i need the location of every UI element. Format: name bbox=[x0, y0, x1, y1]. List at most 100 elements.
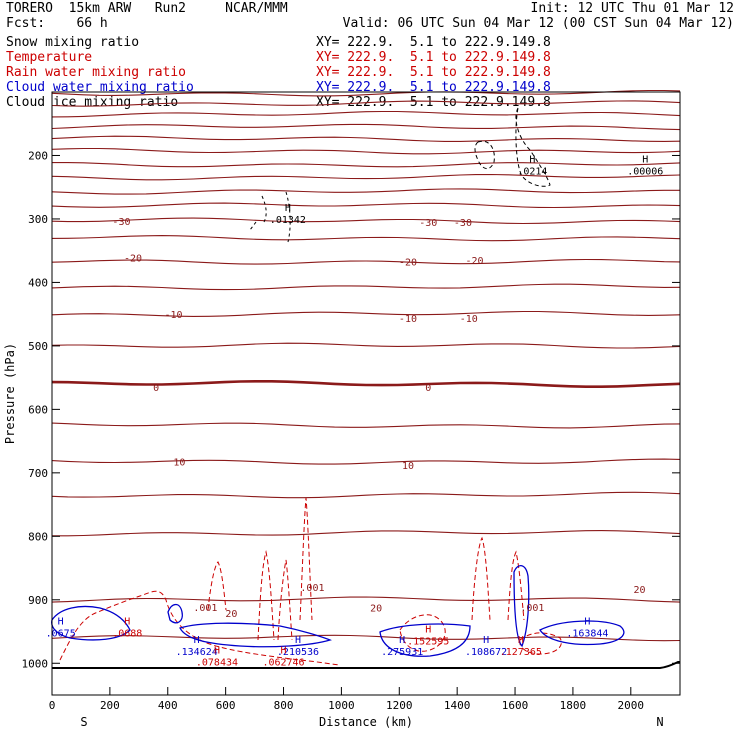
maximum-marker: H bbox=[281, 645, 287, 656]
maximum-marker: H bbox=[194, 635, 200, 646]
y-tick-label: 200 bbox=[28, 149, 48, 162]
init-time: Init: 12 UTC Thu 01 Mar 12 bbox=[530, 1, 735, 16]
isotherm-line bbox=[51, 217, 681, 225]
isotherm-line bbox=[51, 310, 681, 317]
isotherm-line bbox=[51, 135, 681, 142]
maximum-value-label: .127365 bbox=[500, 647, 542, 658]
maximum-value-label: .0688 bbox=[112, 629, 142, 640]
x-axis-label: Distance (km) bbox=[319, 715, 413, 729]
isotherm-label: -10 bbox=[399, 314, 417, 325]
isotherm-label: 10 bbox=[173, 457, 185, 468]
forecast-hour: Fcst: 66 h bbox=[6, 16, 108, 31]
isotherm-label: -10 bbox=[165, 310, 183, 321]
isotherm-line bbox=[51, 110, 681, 118]
cloud-water-e bbox=[513, 565, 530, 648]
model-title: TORERO 15km ARW Run2 NCAR/MMM bbox=[6, 1, 288, 16]
maximum-value-label: .078434 bbox=[196, 657, 238, 668]
maximum-marker: H bbox=[399, 635, 405, 646]
isotherm-line bbox=[51, 100, 681, 107]
x-tick-label: 400 bbox=[158, 699, 178, 712]
isotherm-label: -20 bbox=[399, 257, 417, 268]
isotherm-label: 20 bbox=[633, 585, 645, 596]
x-tick-label: 1200 bbox=[386, 699, 413, 712]
cloud-water-d bbox=[379, 623, 471, 657]
rain-contour-h bbox=[399, 614, 446, 652]
isotherm-label: -20 bbox=[124, 254, 142, 265]
maximum-value-label: .0675 bbox=[46, 629, 76, 640]
isotherm-line bbox=[51, 422, 681, 429]
terrain-surface bbox=[52, 661, 680, 669]
isotherm-line bbox=[51, 235, 681, 242]
plot-frame bbox=[51, 91, 681, 696]
isotherm-label: -30 bbox=[419, 218, 437, 229]
maximum-value-label: .210536 bbox=[277, 647, 319, 658]
isotherm-line bbox=[51, 123, 681, 131]
x-tick-label: 1000 bbox=[328, 699, 355, 712]
rain-contour-d bbox=[207, 561, 227, 611]
isotherm-line bbox=[51, 342, 681, 349]
cloud-water-b bbox=[167, 603, 183, 624]
right-endpoint-label: N bbox=[656, 715, 663, 729]
mixing-ratio-contours bbox=[51, 107, 680, 669]
y-tick-label: 1000 bbox=[22, 657, 49, 670]
isotherm-layer bbox=[51, 89, 681, 642]
maximum-value-label: .134624 bbox=[176, 647, 218, 658]
legend-xy-snow: XY= 222.9. 5.1 to 222.9.149.8 bbox=[316, 35, 551, 50]
maximum-value-label: .01342 bbox=[270, 215, 306, 226]
y-tick-label: 600 bbox=[28, 403, 48, 416]
isotherm-line bbox=[51, 188, 680, 195]
legend-label-rain: Rain water mixing ratio bbox=[6, 65, 187, 80]
maximum-marker: H bbox=[58, 617, 64, 628]
contour-labels: -30 -30 -30 -20 -20 -20 -10 -10 -10 0 0 10 10 20 20 20.… bbox=[46, 155, 664, 669]
isotherm-line bbox=[51, 258, 681, 265]
isotherm-label: 10 bbox=[402, 461, 414, 472]
isotherm-label: -20 bbox=[465, 256, 483, 267]
isotherm-line bbox=[51, 596, 681, 603]
snow-contour-upper bbox=[515, 107, 551, 187]
y-tick-label: 700 bbox=[28, 467, 48, 480]
x-tick-label: 1400 bbox=[444, 699, 471, 712]
y-tick-label: 500 bbox=[28, 340, 48, 353]
cloud-water-c bbox=[179, 622, 332, 648]
rain-contour-f bbox=[507, 550, 525, 621]
rain-contour-i bbox=[519, 632, 562, 655]
legend-xy-cloud-water: XY= 222.9. 5.1 to 222.9.149.8 bbox=[316, 80, 551, 95]
maximum-marker: H bbox=[584, 617, 590, 628]
y-tick-label: 300 bbox=[28, 213, 48, 226]
x-tick-label: 800 bbox=[274, 699, 294, 712]
rain-contour-b bbox=[277, 559, 293, 641]
isotherm-label: 20 bbox=[225, 609, 237, 620]
isotherm-line bbox=[52, 530, 681, 537]
maximum-marker: H bbox=[214, 645, 220, 656]
rain-contour-e bbox=[471, 536, 491, 621]
isotherm-line bbox=[51, 202, 681, 209]
x-tick-label: 200 bbox=[100, 699, 120, 712]
isotherm-line bbox=[51, 147, 681, 155]
isotherm-line bbox=[51, 458, 681, 465]
rain-contour-g bbox=[59, 590, 341, 666]
isotherm-line bbox=[52, 162, 681, 168]
isotherm-label: 20 bbox=[370, 603, 382, 614]
isotherm-label: -30 bbox=[112, 217, 130, 228]
maximum-value-label: .275931 bbox=[381, 647, 423, 658]
left-endpoint-label: S bbox=[80, 715, 87, 729]
x-tick-label: 1600 bbox=[502, 699, 529, 712]
isotherm-label: -30 bbox=[454, 218, 472, 229]
maximum-marker: H bbox=[483, 635, 489, 646]
maximum-value-label: .0214 bbox=[517, 167, 547, 178]
maximum-marker: H bbox=[285, 203, 291, 214]
ice-contour-mid bbox=[249, 191, 291, 243]
valid-time: Valid: 06 UTC Sun 04 Mar 12 (00 CST Sun … bbox=[342, 16, 734, 31]
isotherm-label: .001 bbox=[520, 603, 544, 614]
maximum-value-label: .108672 bbox=[465, 647, 507, 658]
maximum-marker: H bbox=[529, 155, 535, 166]
legend-xy-temperature: XY= 222.9. 5.1 to 222.9.149.8 bbox=[316, 50, 551, 65]
y-tick-label: 400 bbox=[28, 276, 48, 289]
snow-contour-left bbox=[474, 140, 495, 169]
isotherm-label: .001 bbox=[193, 603, 217, 614]
cloud-water-f bbox=[539, 620, 625, 646]
isotherm-line bbox=[51, 634, 681, 642]
isotherm-line bbox=[51, 89, 681, 97]
legend-xy-rain: XY= 222.9. 5.1 to 222.9.149.8 bbox=[316, 65, 551, 80]
